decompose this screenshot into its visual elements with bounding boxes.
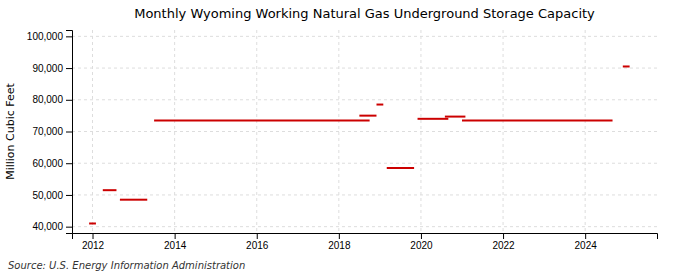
x-tick: 2022 [492,233,515,251]
x-grid-line [256,30,257,233]
x-tick-mark [93,233,94,239]
x-tick-label: 2024 [575,240,598,251]
x-axis-line [73,234,658,240]
segment [103,189,117,191]
y-grid-line [72,36,657,37]
y-axis-line [66,31,73,234]
y-tick: 50,000 [32,190,72,201]
x-tick: 2024 [575,233,598,251]
y-grid-line [72,163,657,164]
grid [72,30,657,233]
x-tick: 2014 [164,233,187,251]
source-note: Source: U.S. Energy Information Administ… [8,260,245,271]
y-tick: 40,000 [32,221,72,232]
x-tick-mark [503,233,504,239]
y-tick-label: 80,000 [32,94,63,105]
y-tick-mark [66,163,72,164]
y-tick-label: 50,000 [32,190,63,201]
x-tick-label: 2022 [492,240,515,251]
segment [154,119,370,121]
segment [376,104,383,106]
y-tick-mark [66,195,72,196]
y-tick-label: 70,000 [32,126,63,137]
x-tick-label: 2018 [328,240,351,251]
y-tick-label: 40,000 [32,221,63,232]
y-tick-mark [66,36,72,37]
x-tick-label: 2020 [410,240,433,251]
x-grid-line [92,30,93,233]
segment [387,167,414,169]
y-tick-label: 100,000 [27,31,64,42]
x-tick-mark [585,233,586,239]
plot-area: 2012 2014 2016 2018 2020 2022 2024 40,000 50,000… [27,30,658,251]
y-grid-line [72,131,657,132]
x-tick: 2020 [410,233,433,251]
x-tick-mark [257,233,258,239]
y-tick-mark [66,100,72,101]
chart-svg: 2012 2014 2016 2018 2020 2022 2024 40,000 50,000… [0,0,675,275]
x-tick-mark [339,233,340,239]
x-grid-line [503,30,504,233]
y-tick-mark [66,227,72,228]
y-tick-mark [66,68,72,69]
y-tick: 60,000 [32,158,72,169]
y-tick-mark [66,132,72,133]
x-tick-label: 2014 [164,240,187,251]
y-tick: 90,000 [32,63,72,74]
y-grid-line [72,99,657,100]
y-tick: 80,000 [32,94,72,105]
y-grid-line [72,68,657,69]
segment [418,118,449,120]
x-tick-mark [421,233,422,239]
y-axis-title: Million Cubic Feet [4,82,17,179]
x-axis: 2012 2014 2016 2018 2020 2022 2024 [73,233,658,251]
x-tick-label: 2012 [82,240,105,251]
y-tick-label: 90,000 [32,63,63,74]
x-tick-label: 2016 [246,240,269,251]
y-grid-line [72,194,657,195]
segment [462,119,613,121]
segment [623,65,630,67]
y-axis: 40,000 50,000 60,000 70,000 80,000 90,000 100,… [27,31,73,234]
title: Monthly Wyoming Working Natural Gas Unde… [134,6,595,21]
y-tick: 100,000 [27,31,72,42]
segment [89,222,96,224]
segments [89,66,629,223]
x-grid-line [338,30,339,233]
x-tick: 2012 [82,233,105,251]
x-grid-line [174,30,175,233]
y-tick: 70,000 [32,126,72,137]
segment [445,116,466,118]
y-tick-label: 60,000 [32,158,63,169]
x-tick-mark [175,233,176,239]
x-tick: 2016 [246,233,269,251]
x-grid-line [420,30,421,233]
x-grid-line [585,30,586,233]
segment [120,199,147,201]
segment [359,115,376,117]
y-grid-line [72,226,657,227]
x-tick: 2018 [328,233,351,251]
